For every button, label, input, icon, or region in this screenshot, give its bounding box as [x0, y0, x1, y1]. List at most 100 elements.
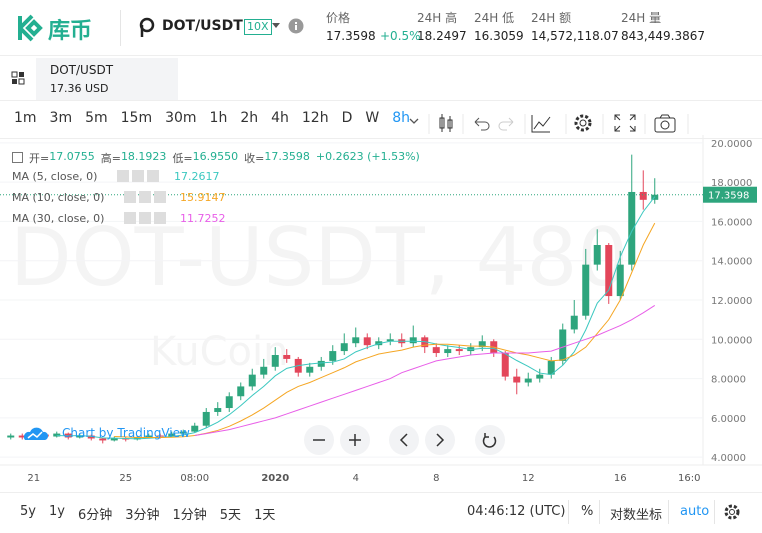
y-tick-label: 10.0000 — [711, 335, 752, 346]
candle-body — [536, 374, 544, 379]
tab-price: 17.36 USD — [50, 82, 109, 95]
candle-body — [421, 337, 429, 348]
ohlc-item: 高= 18.1923 — [101, 150, 167, 166]
y-tick-label: 16.0000 — [711, 217, 752, 228]
candle-body — [547, 360, 555, 375]
x-tick-label: 16:0 — [678, 473, 700, 484]
fullscreen[interactable] — [614, 114, 636, 132]
screenshot[interactable] — [654, 114, 676, 133]
candle-body — [570, 315, 578, 330]
scroll-right[interactable] — [425, 425, 455, 455]
x-tick-label: 12 — [522, 473, 535, 484]
interval[interactable]: 3m — [49, 110, 73, 126]
y-tick-label: 8.0000 — [711, 375, 746, 386]
collapse-toggle[interactable] — [12, 152, 23, 163]
separator — [599, 500, 600, 524]
interval[interactable]: 5m — [85, 110, 108, 126]
scroll-left[interactable] — [389, 425, 419, 455]
indicators[interactable] — [531, 115, 551, 133]
interval[interactable]: 8h — [392, 110, 410, 126]
range[interactable]: 3分钟 — [125, 508, 160, 523]
ma-control[interactable] — [124, 212, 136, 224]
candle-body — [409, 337, 417, 344]
stat-label: 24H 额 — [531, 11, 572, 25]
ohlc-label: 收= — [244, 152, 265, 165]
separator — [568, 500, 569, 524]
candle-body — [18, 435, 26, 438]
interval[interactable]: W — [365, 110, 380, 126]
candle-body — [110, 438, 118, 441]
candle-body — [363, 337, 371, 346]
ma-control[interactable] — [139, 212, 151, 224]
range[interactable]: 6分钟 — [77, 508, 113, 523]
ma-control[interactable] — [154, 212, 166, 224]
footer-settings[interactable] — [723, 503, 741, 521]
divider — [0, 100, 762, 101]
candle-body — [329, 351, 337, 361]
dropdown[interactable] — [271, 22, 281, 30]
ma-control[interactable] — [139, 191, 151, 203]
interval[interactable]: 15m — [120, 110, 153, 126]
info-icon[interactable] — [288, 18, 304, 34]
interval[interactable]: 4h — [271, 110, 289, 126]
interval[interactable]: 1m — [14, 110, 37, 126]
ma-controls[interactable] — [124, 191, 166, 203]
stat-value: 17.3598 — [326, 29, 376, 43]
auto-toggle[interactable]: auto — [680, 504, 710, 519]
layout-icon[interactable] — [11, 71, 25, 85]
ohlc-change: +0.2623 (+1.53%) — [315, 150, 420, 163]
divider — [0, 55, 762, 56]
interval[interactable]: 30m — [165, 110, 197, 126]
interval[interactable]: 12h — [301, 110, 329, 126]
range[interactable]: 1y — [48, 504, 65, 519]
ohlc-value: 17.0755 — [49, 150, 95, 163]
settings[interactable] — [574, 114, 592, 132]
tradingview-logo — [23, 427, 49, 440]
stat-label: 24H 量 — [621, 11, 662, 25]
candle-body — [582, 264, 590, 316]
range[interactable]: 1分钟 — [172, 508, 207, 523]
ma-control[interactable] — [132, 170, 144, 182]
attribution[interactable]: Chart by TradingView — [62, 426, 190, 440]
tab-symbol: DOT/USDT — [50, 63, 114, 77]
candle-body — [455, 349, 463, 352]
range[interactable]: 5y — [20, 504, 36, 519]
ma-controls[interactable] — [124, 212, 166, 224]
undo[interactable] — [474, 117, 490, 131]
pair[interactable]: DOT/USDT — [162, 18, 243, 34]
ma-control[interactable] — [117, 170, 129, 182]
candle-body — [214, 408, 222, 412]
ohlc-value: 17.3598 — [264, 150, 310, 163]
ma-control[interactable] — [147, 170, 159, 182]
candle-body — [593, 245, 601, 265]
ma-controls[interactable] — [117, 170, 159, 182]
redo[interactable] — [498, 117, 514, 131]
zoom-in[interactable] — [340, 425, 370, 455]
candle-body — [317, 360, 325, 367]
divider — [0, 138, 762, 139]
ma-control[interactable] — [154, 191, 166, 203]
candle-type[interactable] — [439, 114, 453, 132]
toolbar-icons — [409, 114, 689, 134]
interval-dropdown[interactable] — [409, 118, 419, 124]
symbol-tab[interactable] — [36, 58, 178, 100]
ma-control[interactable] — [124, 191, 136, 203]
interval[interactable]: 2h — [240, 110, 259, 126]
range-bar: 5y 1y 6分钟 3分钟 1分钟 5天 1天 — [20, 504, 275, 523]
reset[interactable] — [475, 425, 505, 455]
logo-icon — [18, 14, 43, 42]
logo-text[interactable]: 库币 — [48, 19, 93, 44]
candle-body — [191, 425, 199, 432]
percent-toggle[interactable]: % — [581, 504, 594, 519]
interval[interactable]: D — [341, 110, 353, 126]
ma-line — [194, 304, 656, 437]
price-label: 17.3598 — [708, 191, 749, 202]
ma-value: 17.2617 — [174, 170, 220, 183]
interval[interactable]: 1h — [209, 110, 228, 126]
range[interactable]: 5天 — [219, 508, 242, 523]
zoom-out[interactable] — [304, 425, 334, 455]
log-toggle[interactable]: 对数坐标 — [610, 508, 663, 523]
divider — [120, 10, 121, 46]
range[interactable]: 1天 — [254, 508, 276, 523]
